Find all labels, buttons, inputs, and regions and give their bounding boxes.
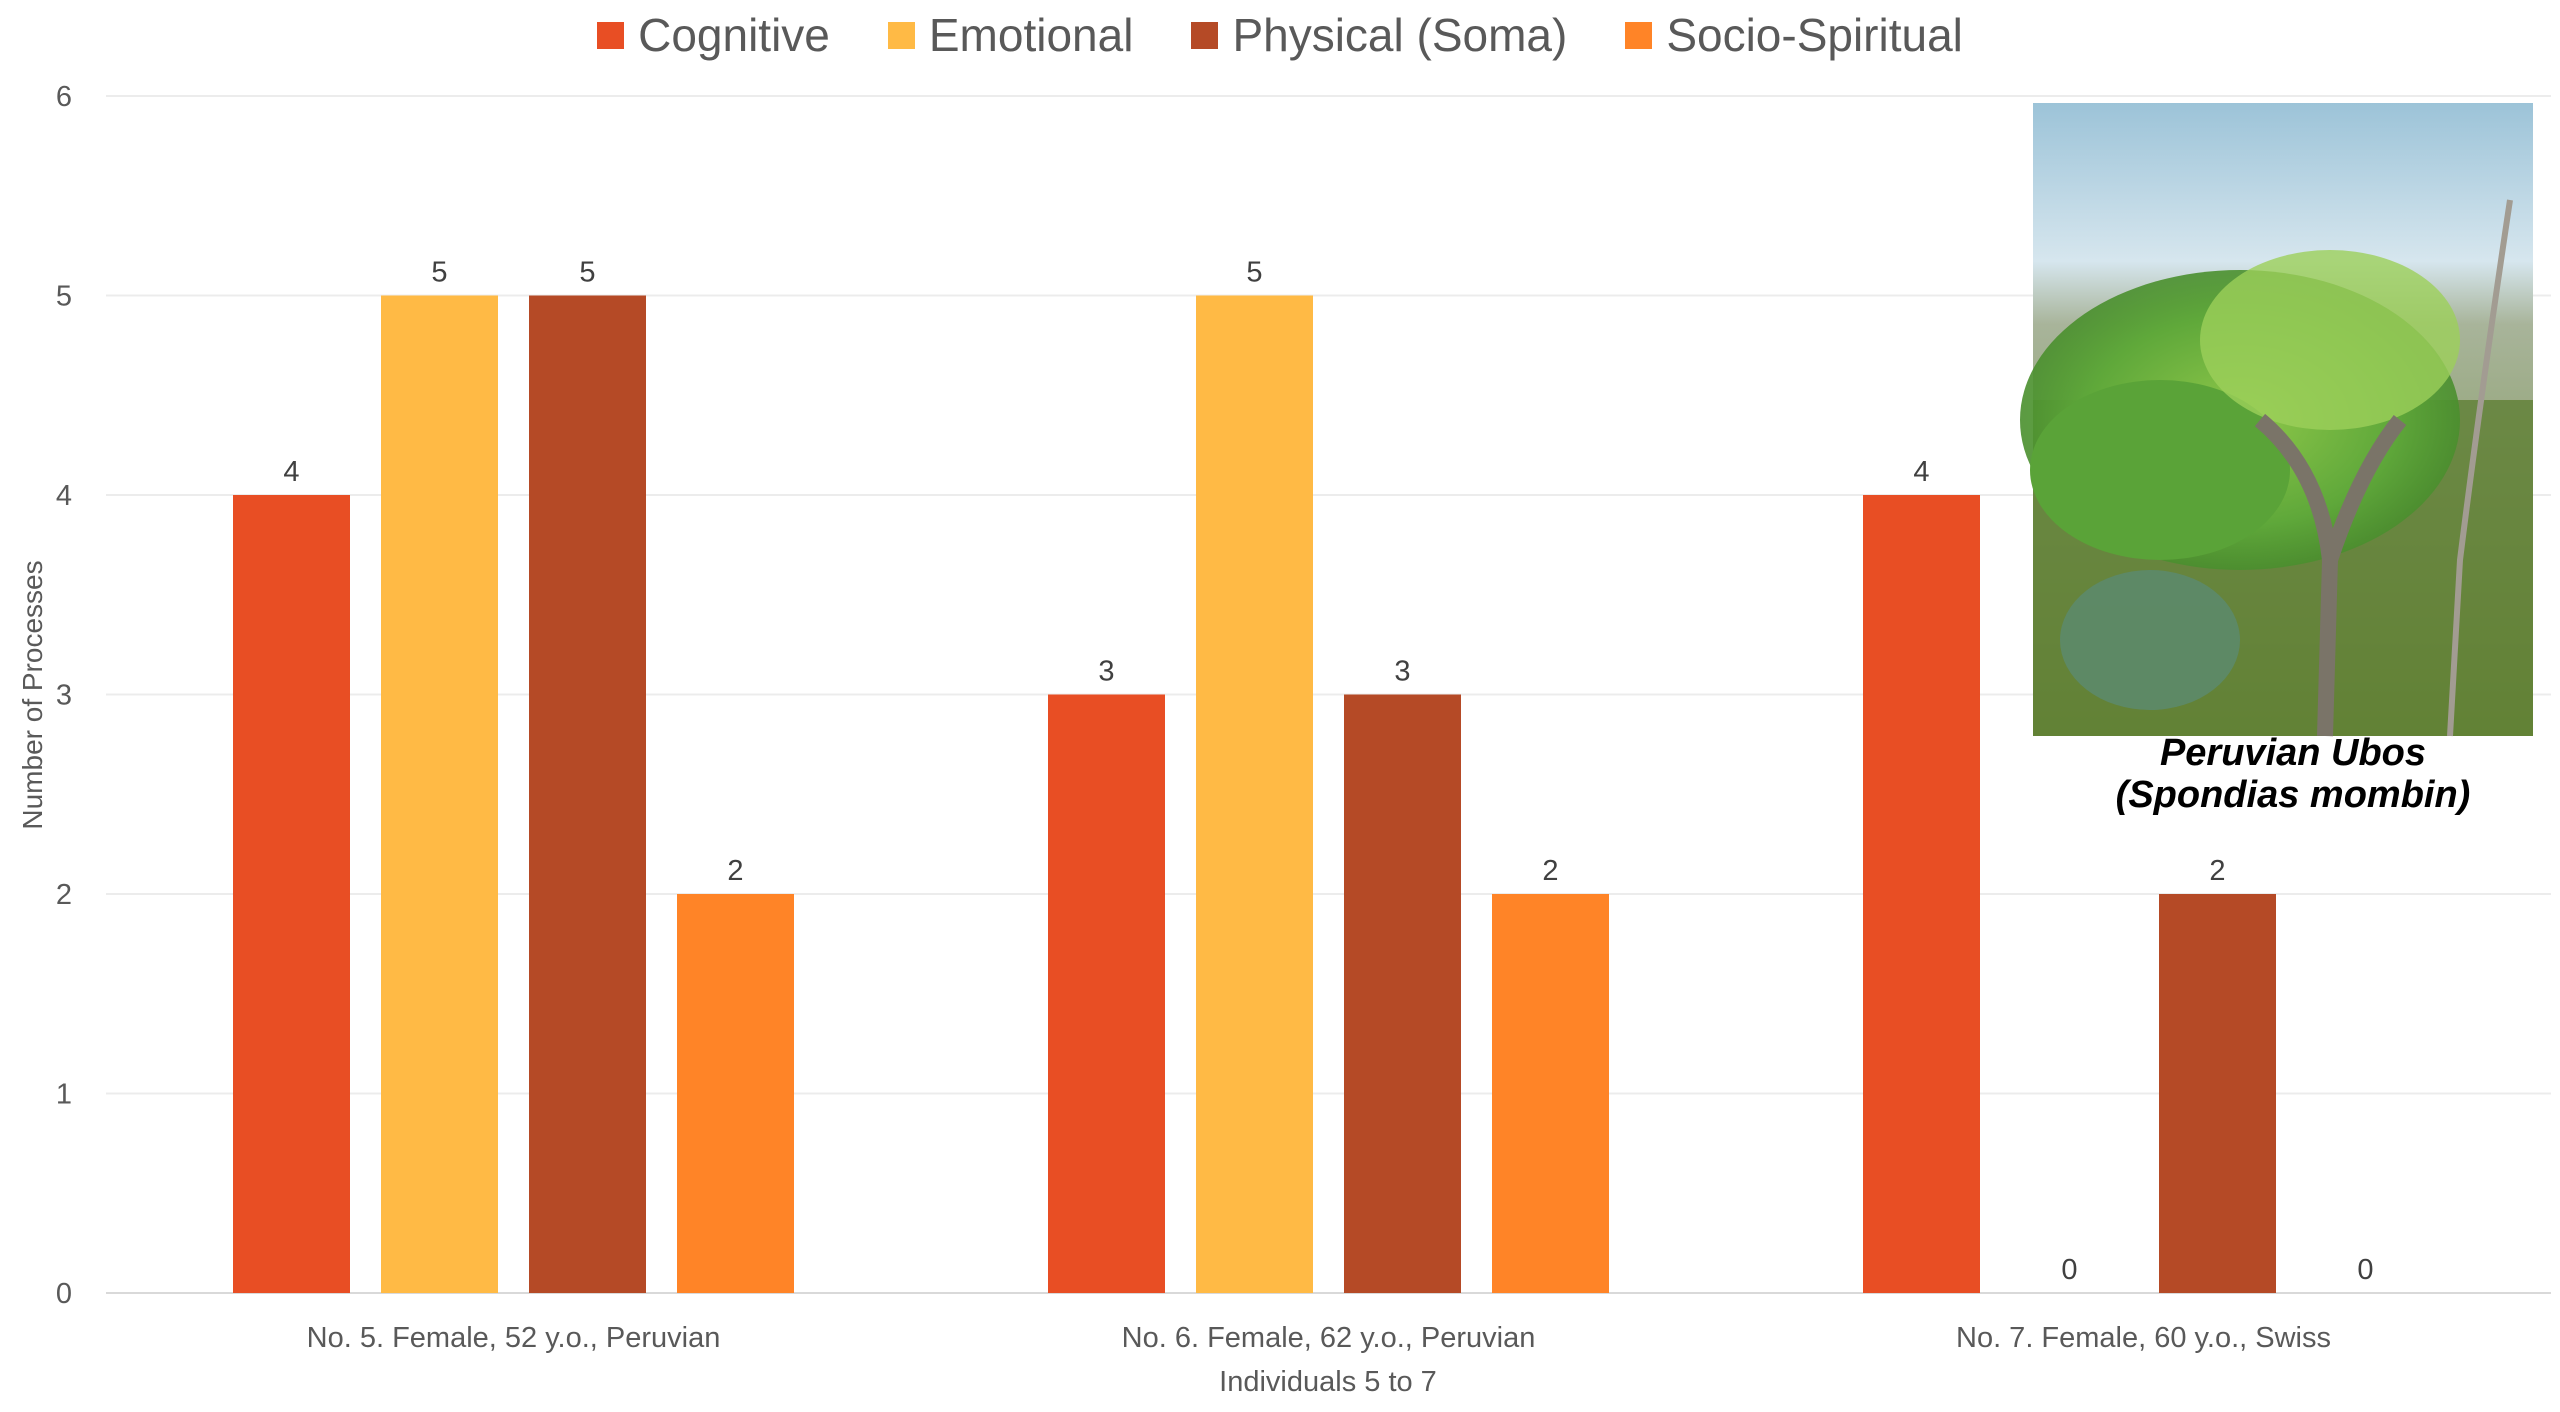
bar-physical-soma- bbox=[529, 295, 646, 1293]
y-tick-label: 1 bbox=[56, 1079, 72, 1111]
legend-label: Cognitive bbox=[638, 9, 830, 61]
tree-photo bbox=[2020, 103, 2533, 737]
y-tick-label: 3 bbox=[56, 680, 72, 712]
legend-item: Emotional bbox=[887, 8, 1134, 62]
data-label: 0 bbox=[2061, 1254, 2077, 1286]
bar-emotional bbox=[381, 295, 498, 1293]
legend-swatch bbox=[887, 21, 915, 49]
legend-label: Physical (Soma) bbox=[1232, 9, 1568, 61]
x-tick-label: No. 5. Female, 52 y.o., Peruvian bbox=[307, 1322, 721, 1354]
data-label: 2 bbox=[2209, 855, 2225, 887]
data-label: 5 bbox=[431, 257, 447, 289]
bar-cognitive bbox=[233, 495, 350, 1293]
y-tick-label: 4 bbox=[56, 480, 72, 512]
data-label: 5 bbox=[1246, 257, 1262, 289]
bar-physical-soma- bbox=[1344, 694, 1461, 1293]
legend: Cognitive Emotional Physical (Soma) Socio-S… bbox=[0, 8, 2560, 62]
bar-socio-spiritual bbox=[677, 894, 794, 1293]
data-label: 5 bbox=[579, 257, 595, 289]
caption-common-name: Peruvian Ubos bbox=[2159, 732, 2427, 774]
y-tick-label: 2 bbox=[56, 879, 72, 911]
photo-caption: Peruvian Ubos (Spondias mombin) bbox=[2033, 732, 2553, 816]
legend-swatch bbox=[1191, 21, 1219, 49]
x-tick-label: No. 7. Female, 60 y.o., Swiss bbox=[1956, 1322, 2331, 1354]
bar-socio-spiritual bbox=[1492, 894, 1609, 1293]
y-tick-label: 0 bbox=[56, 1278, 72, 1310]
y-tick-label: 6 bbox=[56, 81, 72, 113]
bar-cognitive bbox=[1863, 495, 1980, 1293]
data-label: 3 bbox=[1098, 656, 1114, 688]
bar-emotional bbox=[1196, 295, 1313, 1293]
y-axis-title: Number of Processes bbox=[17, 560, 48, 829]
x-axis-title: Individuals 5 to 7 bbox=[1219, 1366, 1437, 1398]
legend-item: Cognitive bbox=[597, 8, 830, 62]
data-label: 2 bbox=[1542, 855, 1558, 887]
legend-label: Emotional bbox=[928, 9, 1134, 61]
data-label: 0 bbox=[2357, 1254, 2373, 1286]
data-label: 2 bbox=[727, 855, 743, 887]
bar-cognitive bbox=[1048, 694, 1165, 1293]
y-tick-label: 5 bbox=[56, 281, 72, 313]
legend-label: Socio-Spiritual bbox=[1666, 9, 1963, 61]
legend-swatch bbox=[597, 21, 625, 49]
legend-item: Socio-Spiritual bbox=[1625, 8, 1963, 62]
bar-physical-soma- bbox=[2159, 894, 2276, 1293]
data-label: 4 bbox=[1913, 456, 1929, 488]
data-label: 3 bbox=[1394, 656, 1410, 688]
legend-swatch bbox=[1625, 21, 1653, 49]
data-label: 4 bbox=[283, 456, 299, 488]
caption-scientific-name: (Spondias mombin) bbox=[2115, 774, 2471, 816]
x-tick-label: No. 6. Female, 62 y.o., Peruvian bbox=[1122, 1322, 1536, 1354]
legend-item: Physical (Soma) bbox=[1191, 8, 1567, 62]
